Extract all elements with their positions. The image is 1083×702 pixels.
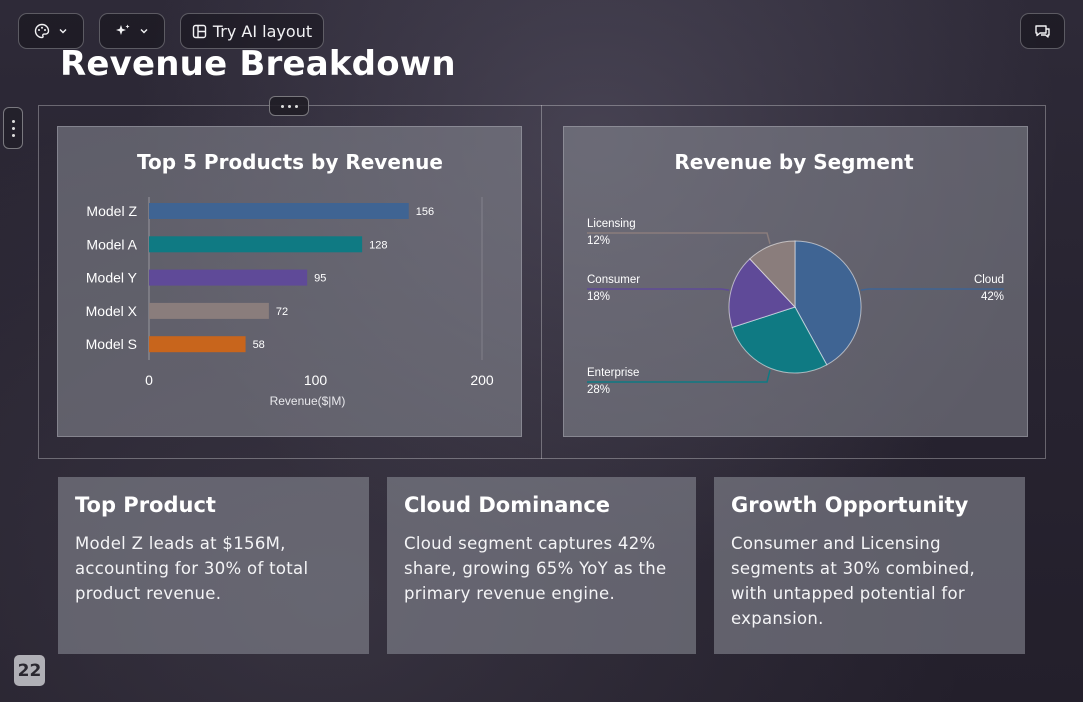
pie-slice[interactable] (731, 306, 828, 374)
bar-chart: Top 5 Products by Revenue Model Z 156 Model… (86, 150, 494, 408)
data-label: 128 (369, 239, 387, 251)
chart-group-divider (541, 105, 542, 459)
chevron-down-icon (139, 26, 149, 36)
info-card-body: Model Z leads at $156M, accounting for 3… (75, 534, 309, 603)
slide-title: Revenue Breakdown (60, 44, 456, 84)
info-card-body: Cloud segment captures 42% share, growin… (404, 534, 667, 603)
bar-chart-card[interactable]: Top 5 Products by Revenue Model Z 156 Model… (57, 126, 522, 437)
slice-value-label: 12% (587, 235, 610, 247)
slice-value-label: 18% (587, 291, 610, 303)
category-label: Model S (86, 336, 137, 352)
ai-button[interactable] (99, 13, 165, 49)
slice-label: Consumer (587, 274, 640, 286)
category-label: Model Y (86, 270, 138, 286)
info-card-body: Consumer and Licensing segments at 30% c… (731, 534, 976, 628)
try-ai-layout-button[interactable]: Try AI layout (180, 13, 324, 49)
info-card-growth-opportunity[interactable]: Growth Opportunity Consumer and Licensin… (714, 477, 1025, 654)
layout-icon (192, 24, 207, 39)
slice-value-label: 42% (981, 291, 1004, 303)
comment-icon (1034, 24, 1051, 39)
pie-slice[interactable] (728, 258, 796, 329)
info-card-top-product[interactable]: Top Product Model Z leads at $156M, acco… (58, 477, 369, 654)
leader-line (587, 232, 771, 244)
chevron-down-icon (58, 26, 68, 36)
leader-line (587, 288, 730, 291)
pie-slice[interactable] (749, 240, 796, 309)
slice-label: Licensing (587, 218, 636, 230)
data-label: 58 (253, 339, 265, 351)
pie-chart: Revenue by Segment Cloud 42% Enterprise 28% C… (587, 150, 1004, 396)
leader-line (587, 370, 771, 383)
palette-icon (34, 23, 50, 39)
chart-group-selection-frame[interactable] (38, 105, 1046, 459)
info-card-title: Top Product (75, 493, 216, 517)
data-label: 72 (276, 306, 288, 318)
info-card-cloud-dominance[interactable]: Cloud Dominance Cloud segment captures 4… (387, 477, 696, 654)
bar[interactable] (149, 269, 308, 286)
page-number-badge[interactable]: 22 (14, 655, 45, 686)
pie-slice[interactable] (794, 240, 862, 366)
bar[interactable] (149, 336, 246, 353)
side-drag-handle[interactable] (3, 107, 23, 149)
bar[interactable] (149, 236, 363, 253)
category-label: Model X (86, 303, 138, 319)
bar[interactable] (149, 302, 269, 319)
chart-title: Revenue by Segment (674, 150, 914, 174)
try-ai-layout-label: Try AI layout (212, 21, 313, 41)
sparkles-icon (115, 23, 131, 39)
x-tick-label: 200 (470, 372, 494, 388)
x-axis-title: Revenue($|M) (270, 394, 346, 408)
data-label: 156 (416, 206, 434, 218)
category-label: Model Z (86, 203, 137, 219)
pie-chart-card[interactable]: Revenue by Segment Cloud 42% Enterprise 28% C… (563, 126, 1028, 437)
info-card-title: Cloud Dominance (404, 493, 611, 517)
data-label: 95 (314, 273, 326, 285)
theme-button[interactable] (18, 13, 84, 49)
category-label: Model A (86, 236, 137, 252)
slice-value-label: 28% (587, 384, 610, 396)
x-tick-label: 100 (304, 372, 328, 388)
info-card-title: Growth Opportunity (731, 493, 969, 517)
top-drag-handle[interactable] (269, 96, 309, 116)
comments-button[interactable] (1020, 13, 1065, 49)
x-tick-label: 0 (145, 372, 153, 388)
leader-line (860, 288, 1004, 291)
slice-label: Enterprise (587, 367, 639, 379)
slice-label: Cloud (974, 274, 1004, 286)
bar[interactable] (149, 203, 409, 219)
chart-title: Top 5 Products by Revenue (137, 150, 443, 174)
